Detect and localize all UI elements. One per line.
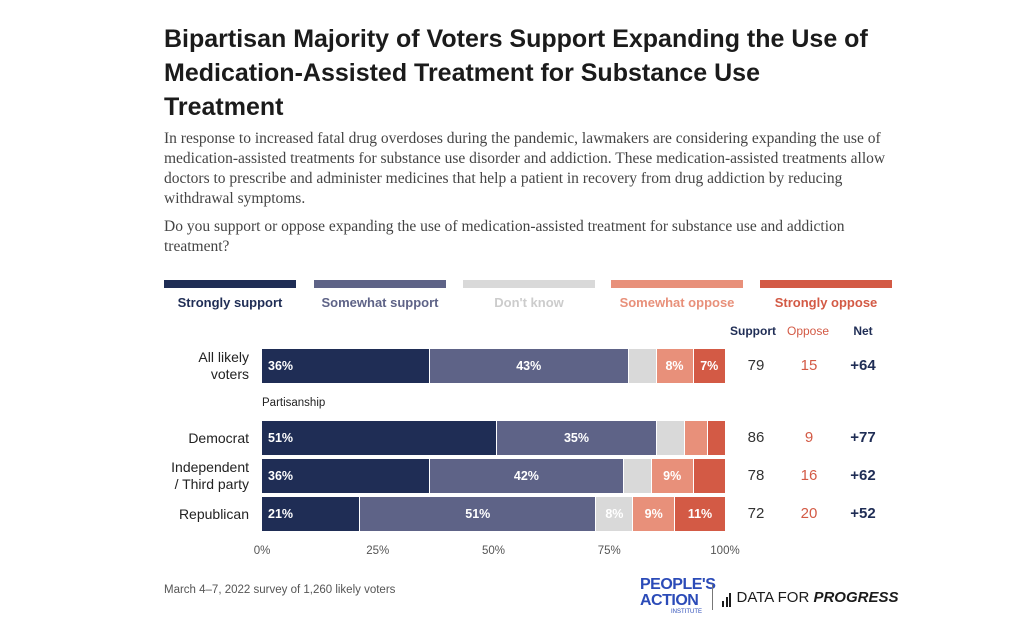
bar-segment-strongly-support: 21%: [262, 497, 360, 531]
bar-independent-third-party: 36% 42% 9%: [262, 459, 725, 493]
legend-item-somewhat-oppose: Somewhat oppose: [611, 280, 743, 310]
logo-pa-line2: ACTION: [640, 592, 699, 609]
bar-segment-somewhat-oppose: [683, 421, 707, 455]
bar-segment-strongly-support: 51%: [262, 421, 496, 455]
oppose-value-democrat: 9: [804, 429, 814, 446]
logo-dfp-text-b: PROGRESS: [813, 589, 899, 606]
legend-swatch-strongly-oppose: [760, 280, 892, 288]
support-value-republican: 72: [747, 505, 765, 522]
x-tick-label: 50%: [481, 545, 506, 557]
logo-divider: [712, 584, 713, 610]
bar-segment-strongly-oppose: 7%: [692, 349, 725, 383]
bar-segment-somewhat-support: 43%: [428, 349, 628, 383]
bar-all-likely-voters: 36% 43% 8% 7%: [262, 349, 725, 383]
partisanship-section-label: Partisanship: [262, 397, 326, 409]
support-column-header: Support: [730, 324, 776, 338]
chart-subtitle: In response to increased fatal drug over…: [164, 130, 886, 207]
legend-swatch-somewhat-oppose: [611, 280, 743, 288]
bar-segment-dont-know: [623, 459, 651, 493]
oppose-value-republican: 20: [800, 505, 818, 522]
legend-label-somewhat-oppose: Somewhat oppose: [619, 295, 735, 310]
legend-label-dont-know: Don't know: [494, 295, 564, 310]
net-column-header: Net: [853, 324, 873, 338]
row-label-independent-third-party: Independent / Third party: [171, 459, 249, 492]
bar-segment-somewhat-oppose: 9%: [632, 497, 675, 531]
net-value-all-likely-voters: +64: [850, 357, 876, 374]
net-value-democrat: +77: [850, 429, 876, 446]
legend-item-somewhat-support: Somewhat support: [314, 280, 446, 310]
legend: Strongly support Somewhat support Don't kn…: [164, 280, 894, 310]
oppose-value-independent-third-party: 16: [800, 467, 818, 484]
x-tick-label: 100%: [710, 545, 740, 557]
net-value-republican: +52: [850, 505, 876, 522]
legend-item-strongly-oppose: Strongly oppose: [760, 280, 892, 310]
bar-chart-icon: [722, 590, 733, 607]
legend-swatch-strongly-support: [164, 280, 296, 288]
bar-segment-strongly-support: 36%: [262, 459, 429, 493]
legend-swatch-dont-know: [463, 280, 595, 288]
legend-label-somewhat-support: Somewhat support: [321, 295, 439, 310]
bar-segment-strongly-oppose: [706, 421, 725, 455]
logo-dfp-text-a: DATA FOR: [736, 589, 814, 606]
row-label-democrat: Democrat: [188, 429, 249, 446]
data-for-progress-logo: DATA FOR PROGRESS: [722, 589, 898, 607]
oppose-value-all-likely-voters: 15: [800, 357, 818, 374]
bar-democrat: 51% 35%: [262, 421, 725, 455]
x-tick-label: 0%: [253, 545, 271, 557]
legend-label-strongly-support: Strongly support: [177, 295, 283, 310]
survey-question: Do you support or oppose expanding the u…: [164, 218, 845, 255]
bar-segment-strongly-support: 36%: [262, 349, 429, 383]
peoples-action-logo: PEOPLE'S ACTION INSTITUTE: [640, 576, 716, 616]
bar-segment-somewhat-support: 51%: [359, 497, 596, 531]
bar-segment-somewhat-oppose: 8%: [655, 349, 693, 383]
legend-item-dont-know: Don't know: [463, 280, 595, 310]
logo-pa-line1: PEOPLE'S: [640, 576, 716, 593]
bar-segment-dont-know: [656, 421, 684, 455]
bar-segment-somewhat-oppose: 9%: [650, 459, 693, 493]
legend-swatch-somewhat-support: [314, 280, 446, 288]
bar-segment-somewhat-support: 42%: [428, 459, 624, 493]
legend-item-strongly-support: Strongly support: [164, 280, 296, 310]
chart-title: Bipartisan Majority of Voters Support Ex…: [164, 25, 868, 121]
bar-segment-dont-know: [627, 349, 656, 383]
row-label-all-likely-voters: All likely voters: [198, 349, 249, 382]
survey-source-note: March 4–7, 2022 survey of 1,260 likely v…: [164, 584, 396, 596]
bar-segment-somewhat-support: 35%: [495, 421, 657, 455]
x-tick-label: 75%: [597, 545, 621, 557]
x-tick-label: 25%: [366, 545, 390, 557]
logo-pa-line3: INSTITUTE: [671, 609, 702, 615]
net-value-independent-third-party: +62: [850, 467, 876, 484]
bar-segment-dont-know: 8%: [595, 497, 633, 531]
legend-label-strongly-oppose: Strongly oppose: [774, 295, 878, 310]
oppose-column-header: Oppose: [786, 324, 830, 338]
support-value-independent-third-party: 78: [747, 467, 765, 484]
row-label-republican: Republican: [178, 505, 249, 522]
bar-republican: 21% 51% 8% 9% 11%: [262, 497, 725, 531]
support-value-all-likely-voters: 79: [747, 357, 765, 374]
bar-segment-strongly-oppose: [692, 459, 725, 493]
bar-segment-strongly-oppose: 11%: [674, 497, 725, 531]
support-value-democrat: 86: [747, 429, 765, 446]
